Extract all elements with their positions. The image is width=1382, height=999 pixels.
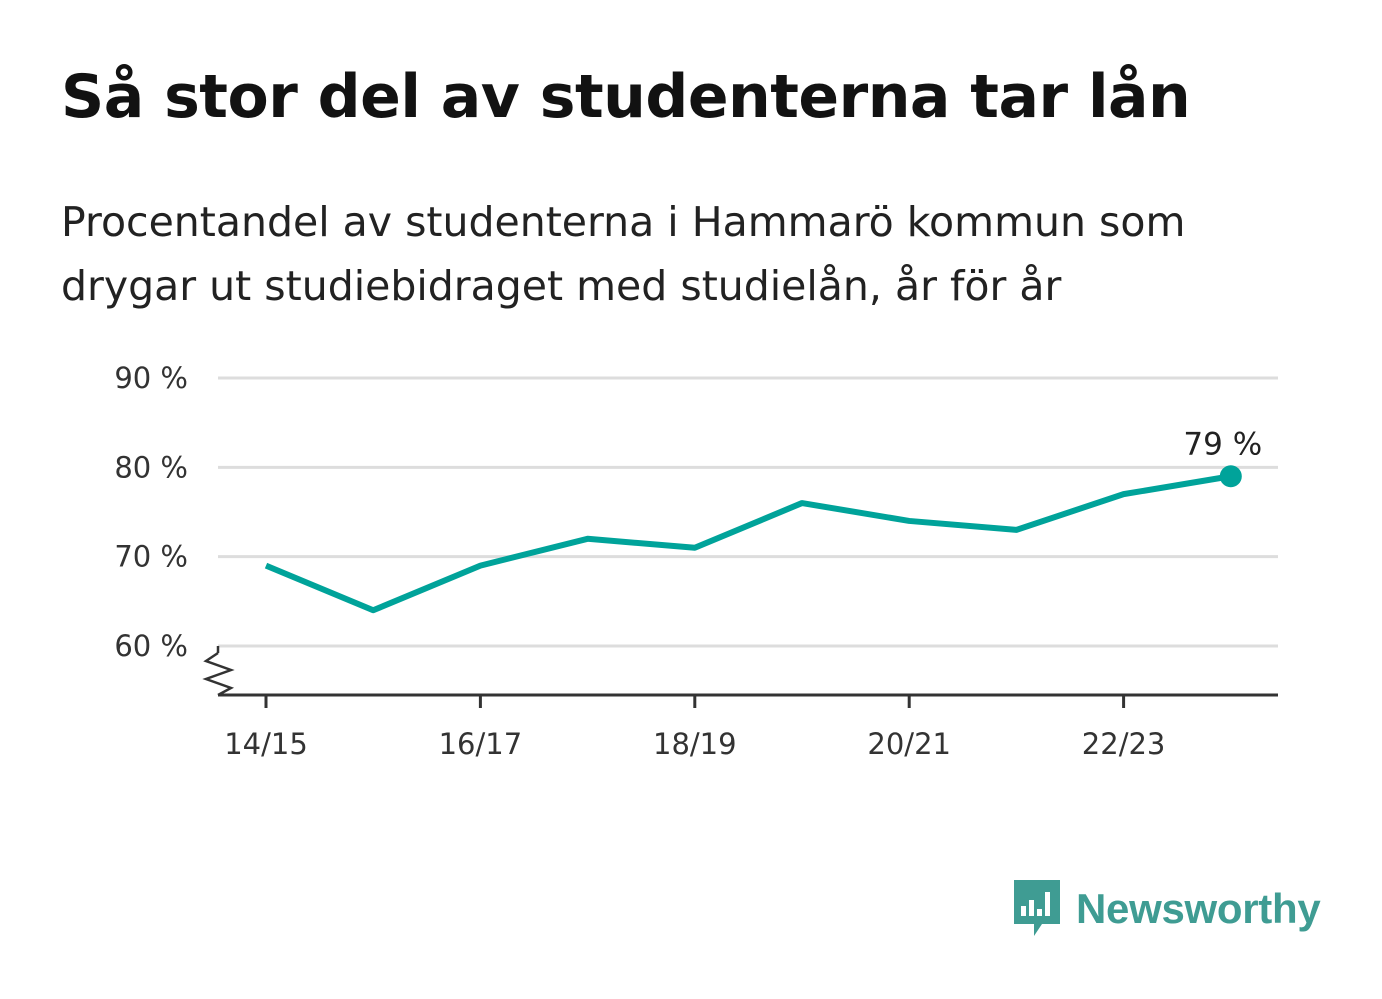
chart-title: Så stor del av studenterna tar lån: [61, 62, 1191, 132]
y-tick-label: 70 %: [114, 540, 188, 574]
brand-name: Newsworthy: [1076, 885, 1321, 932]
x-tick-label: 22/23: [1082, 727, 1166, 761]
x-tick-label: 16/17: [439, 727, 523, 761]
y-tick-label: 90 %: [114, 361, 188, 395]
series-layer: [264, 465, 1242, 614]
chart-subtitle: Procentandel av studenterna i Hammarö ko…: [61, 198, 1186, 310]
newsworthy-logo: Newsworthy: [1012, 878, 1321, 940]
x-tick-label: 20/21: [867, 727, 951, 761]
end-value-label: 79 %: [1183, 426, 1262, 462]
x-tick-label: 18/19: [653, 727, 737, 761]
labels: 60 % 70 % 80 % 90 % 14/15 16/17 18/19 20/21 22/2…: [114, 361, 1262, 761]
series-line: [264, 473, 1232, 614]
y-tick-label: 60 %: [114, 629, 188, 663]
bar-chart-speech-bubble-icon: [1014, 880, 1060, 936]
gridlines: [218, 376, 1278, 648]
y-tick-label: 80 %: [114, 450, 188, 484]
axes: [202, 646, 1278, 708]
x-tick-label: 14/15: [224, 727, 308, 761]
axis-break-icon: [202, 651, 235, 697]
end-point-marker: [1219, 465, 1242, 488]
